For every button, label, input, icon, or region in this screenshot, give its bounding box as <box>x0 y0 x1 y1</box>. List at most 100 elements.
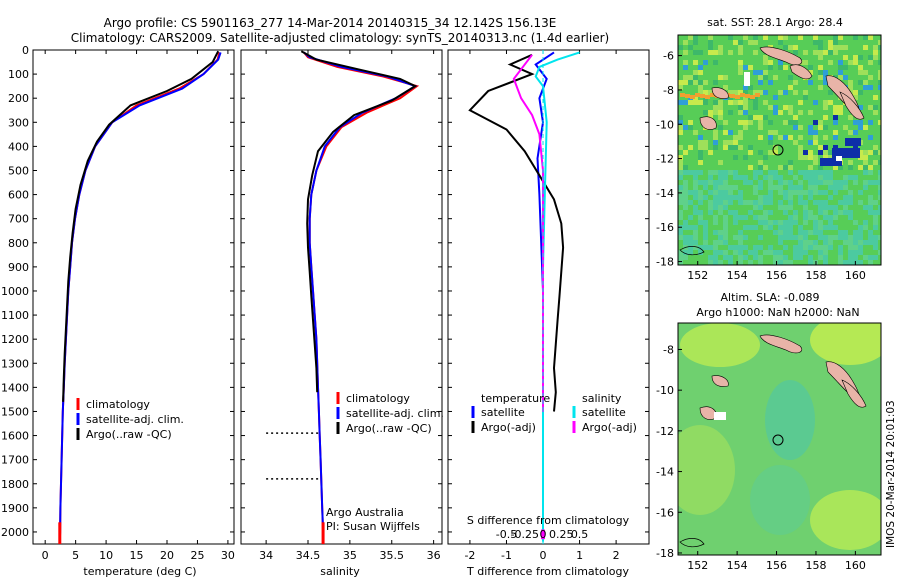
legend-climatology: climatology <box>86 398 150 411</box>
legend-d-s-argo: Argo(-adj) <box>582 421 637 434</box>
depth-tick-label: 2000 <box>1 526 29 539</box>
title-line-1: Argo profile: CS 5901163_277 14-Mar-2014… <box>104 16 557 30</box>
map-y-tick-label: -18 <box>656 256 674 269</box>
depth-tick-label: 900 <box>8 261 29 274</box>
x-tick-label: 5 <box>72 549 79 562</box>
map-x-tick-label: 160 <box>845 559 866 572</box>
legend-d-salinity: salinity <box>582 392 622 405</box>
x-tick-label: 2 <box>613 549 620 562</box>
temperature-lines <box>58 50 222 544</box>
sst-map-frame <box>677 34 882 266</box>
depth-tick-label: 200 <box>8 92 29 105</box>
x-tick-label: 10 <box>99 549 113 562</box>
temperature-x-axis: 0 5 10 15 20 25 30 <box>42 50 235 562</box>
map-y-tick-label: -14 <box>656 187 674 200</box>
map-y-tick-label: -8 <box>663 84 674 97</box>
sst-map-title: sat. SST: 28.1 Argo: 28.4 <box>707 16 843 29</box>
legend-s-argo: Argo(..raw -QC) <box>346 422 432 435</box>
x-tick-label: 25 <box>190 549 204 562</box>
legend-s-satellite: satellite-adj. clim. <box>346 407 444 420</box>
depth-tick-label: 1000 <box>1 285 29 298</box>
depth-tick-label: 1200 <box>1 333 29 346</box>
map-y-tick-label: -8 <box>663 343 674 356</box>
s-tick-label: 0.25 <box>549 528 574 541</box>
map-x-tick-label: 152 <box>687 559 708 572</box>
depth-tick-label: 400 <box>8 140 29 153</box>
title-line-2: Climatology: CARS2009. Satellite-adjuste… <box>71 31 609 45</box>
annotation-pi: PI: Susan Wijffels <box>326 520 420 533</box>
argo-position-marker <box>772 144 784 156</box>
sla-map-title-1: Altim. SLA: -0.089 <box>720 291 819 304</box>
depth-tick-label: 100 <box>8 68 29 81</box>
depth-tick-label: 1100 <box>1 309 29 322</box>
sla-map-image <box>678 323 881 555</box>
difference-panel: -2 -1 0 1 2 T difference from climatology S … <box>447 49 650 578</box>
x-tick-label: 34 <box>259 549 273 562</box>
sla-map-title-2: Argo h1000: NaN h2000: NaN <box>696 306 859 319</box>
x-tick-label: 0 <box>42 549 49 562</box>
map-y-tick-label: -12 <box>656 425 674 438</box>
legend-d-t-argo: Argo(-adj) <box>481 421 536 434</box>
map-x-tick-label: 154 <box>727 269 748 282</box>
salinity-legend: climatology satellite-adj. clim. Argo(..… <box>336 392 444 435</box>
s-tick-label: 0.5 <box>571 528 589 541</box>
sst-map: sat. SST: 28.1 Argo: 28.4 152 154 156 158 16… <box>656 16 882 282</box>
map-x-tick-label: 152 <box>687 269 708 282</box>
series-s-satellite <box>534 51 580 542</box>
legend-s-climatology: climatology <box>346 392 410 405</box>
x-tick-label: 0 <box>540 549 547 562</box>
argo-position-marker-sla <box>772 434 784 446</box>
depth-tick-label: 500 <box>8 164 29 177</box>
legend-d-temperature: temperature <box>481 392 550 405</box>
map-y-tick-label: -16 <box>656 221 674 234</box>
x-tick-label: 36 <box>427 549 441 562</box>
x-tick-label: 35.5 <box>380 549 405 562</box>
island-new-britain <box>759 46 803 66</box>
depth-tick-label: 1900 <box>1 502 29 515</box>
x-tick-label: 1 <box>576 549 583 562</box>
depth-axis: 0 100 200 300 400 500 600 700 800 900 1000 1100 1200… <box>1 44 234 539</box>
depth-tick-label: 700 <box>8 213 29 226</box>
difference-xlabel: T difference from climatology <box>466 565 629 578</box>
sst-map-image <box>678 35 881 265</box>
x-tick-label: 30 <box>221 549 235 562</box>
salinity-y-ticks <box>241 49 442 533</box>
x-tick-label: -1 <box>501 549 512 562</box>
depth-tick-label: 300 <box>8 116 29 129</box>
difference-lines <box>468 50 580 544</box>
temperature-panel: 0100200300400500600700800900100011001200… <box>1 44 235 578</box>
imos-watermark: IMOS 20-Mar-2014 20:01:03 <box>885 400 897 548</box>
difference-axes-box <box>447 49 650 545</box>
x-tick-label: 20 <box>160 549 174 562</box>
sla-map-x-axis: 152 154 156 158 160 <box>687 551 866 572</box>
legend-d-t-satellite: satellite <box>481 406 525 419</box>
depth-tick-label: 1500 <box>1 405 29 418</box>
map-x-tick-label: 154 <box>727 559 748 572</box>
x-tick-label: 34.5 <box>296 549 321 562</box>
salinity-diff-ticks: -0.5-0.25 0 0.250.5 <box>496 528 589 541</box>
sla-map-frame <box>677 322 882 556</box>
x-tick-label: -2 <box>464 549 475 562</box>
map-x-tick-label: 158 <box>805 269 826 282</box>
island-santa-isabel <box>839 91 865 120</box>
legend-argo: Argo(..raw -QC) <box>86 428 172 441</box>
salinity-xlabel: salinity <box>320 565 360 578</box>
difference-legend: temperature satellite Argo(-adj) salinit… <box>471 392 637 434</box>
salinity-x-axis: 34 34.5 35 35.5 36 <box>259 50 441 562</box>
sst-map-x-axis: 152 154 156 158 160 <box>687 261 866 282</box>
sla-map-y-axis: -8 -10 -12 -14 -16 -18 <box>656 343 682 560</box>
depth-tick-label: 1800 <box>1 478 29 491</box>
depth-tick-label: 800 <box>8 237 29 250</box>
depth-tick-label: 1700 <box>1 454 29 467</box>
map-x-tick-label: 156 <box>766 559 787 572</box>
temperature-axes-box <box>32 49 235 545</box>
map-x-tick-label: 160 <box>845 269 866 282</box>
salinity-lines <box>266 50 420 544</box>
depth-tick-label: 1600 <box>1 430 29 443</box>
series-argo-raw-qc- <box>300 50 418 393</box>
island-small-a <box>711 87 729 99</box>
map-x-tick-label: 156 <box>766 269 787 282</box>
sst-map-y-axis: -6 -8 -10 -12 -14 -16 -18 <box>656 50 682 269</box>
island-bougainville <box>789 64 813 80</box>
